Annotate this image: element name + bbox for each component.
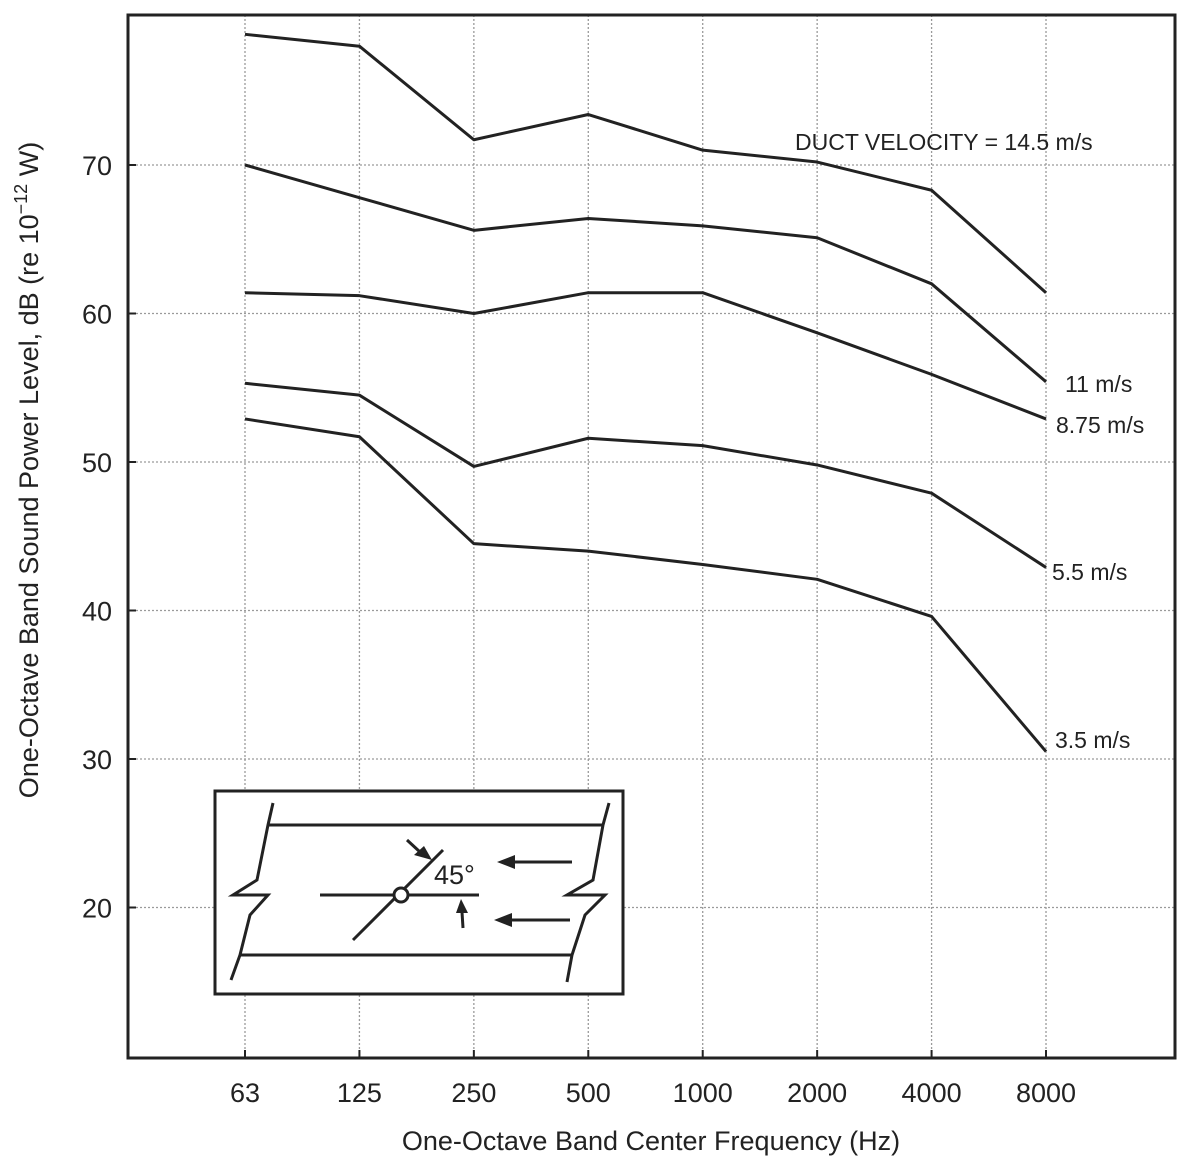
- series-line: [244, 163, 1047, 383]
- series-label: 8.75 m/s: [1056, 412, 1144, 438]
- y-tick-labels: 20 30 40 50 60 70: [82, 151, 112, 924]
- series-label: DUCT VELOCITY = 14.5 m/s: [795, 129, 1093, 155]
- x-tick-label: 4000: [902, 1078, 962, 1108]
- x-tick-label: 63: [230, 1078, 260, 1108]
- y-tick-label: 40: [82, 597, 112, 627]
- x-axis-label: One-Octave Band Center Frequency (Hz): [402, 1126, 900, 1156]
- angle-label: 45°: [434, 860, 475, 890]
- y-tick-label: 60: [82, 300, 112, 330]
- x-tick-label: 2000: [787, 1078, 847, 1108]
- x-tick-label: 250: [451, 1078, 496, 1108]
- series-label: 3.5 m/s: [1055, 727, 1130, 753]
- duct-damper-inset-icon: 45°: [213, 789, 625, 996]
- y-tick-label: 20: [82, 894, 112, 924]
- x-tick-label: 1000: [673, 1078, 733, 1108]
- y-tick-label: 70: [82, 151, 112, 181]
- plot-frame: [126, 13, 1177, 1060]
- series-line: [244, 381, 1047, 569]
- y-axis-label: One-Octave Band Sound Power Level, dB (r…: [11, 142, 44, 798]
- x-tick-label: 500: [566, 1078, 611, 1108]
- x-tick-labels: 63 125 250 500 1000 2000 4000 8000: [230, 1078, 1076, 1108]
- series-labels: DUCT VELOCITY = 14.5 m/s 11 m/s 8.75 m/s 5.…: [795, 129, 1144, 753]
- series-line: [244, 291, 1047, 421]
- series-line: [244, 32, 1048, 294]
- y-tick-label: 30: [82, 745, 112, 775]
- series-line: [244, 417, 1048, 753]
- series-label: 11 m/s: [1065, 371, 1132, 397]
- gridlines: [128, 15, 1175, 1058]
- x-tick-label: 8000: [1016, 1078, 1076, 1108]
- y-tick-label: 50: [82, 448, 112, 478]
- series-label: 5.5 m/s: [1052, 559, 1127, 585]
- x-tick-label: 125: [337, 1078, 382, 1108]
- series-lines: [244, 32, 1048, 753]
